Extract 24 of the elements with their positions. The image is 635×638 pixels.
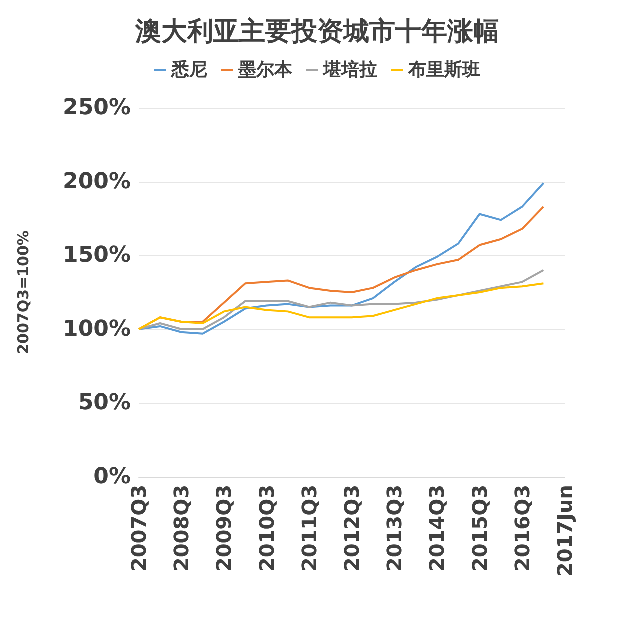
x-tick-label: 2011Q3 xyxy=(297,485,322,572)
y-tick-label: 100% xyxy=(63,316,131,342)
legend-label: 堪培拉 xyxy=(322,60,378,80)
x-tick-label: 2014Q3 xyxy=(425,485,450,572)
legend-label: 布里斯班 xyxy=(408,60,480,80)
line-series xyxy=(138,182,545,335)
legend-label: 悉尼 xyxy=(170,60,208,80)
x-tick-label: 2008Q3 xyxy=(170,485,194,572)
line-series xyxy=(138,269,545,330)
y-tick-label: 150% xyxy=(63,243,131,268)
x-tick-label: 2010Q3 xyxy=(254,485,279,572)
x-tick-label: 2015Q3 xyxy=(468,485,492,572)
y-axis-title: 2007Q3=100% xyxy=(14,230,32,354)
line-series xyxy=(138,282,545,330)
chart-title: 澳大利亚主要投资城市十年涨幅 xyxy=(134,17,500,47)
y-tick-label: 50% xyxy=(78,390,131,416)
x-tick-label: 2017Jun xyxy=(553,485,577,577)
y-tick-label: 200% xyxy=(63,169,131,194)
y-tick-label: 250% xyxy=(63,96,131,120)
x-tick-label: 2016Q3 xyxy=(510,485,534,572)
legend-label: 墨尔本 xyxy=(238,60,294,80)
x-tick-label: 2009Q3 xyxy=(212,485,236,572)
x-tick-label: 2012Q3 xyxy=(340,485,364,572)
x-tick-label: 2013Q3 xyxy=(382,485,407,572)
